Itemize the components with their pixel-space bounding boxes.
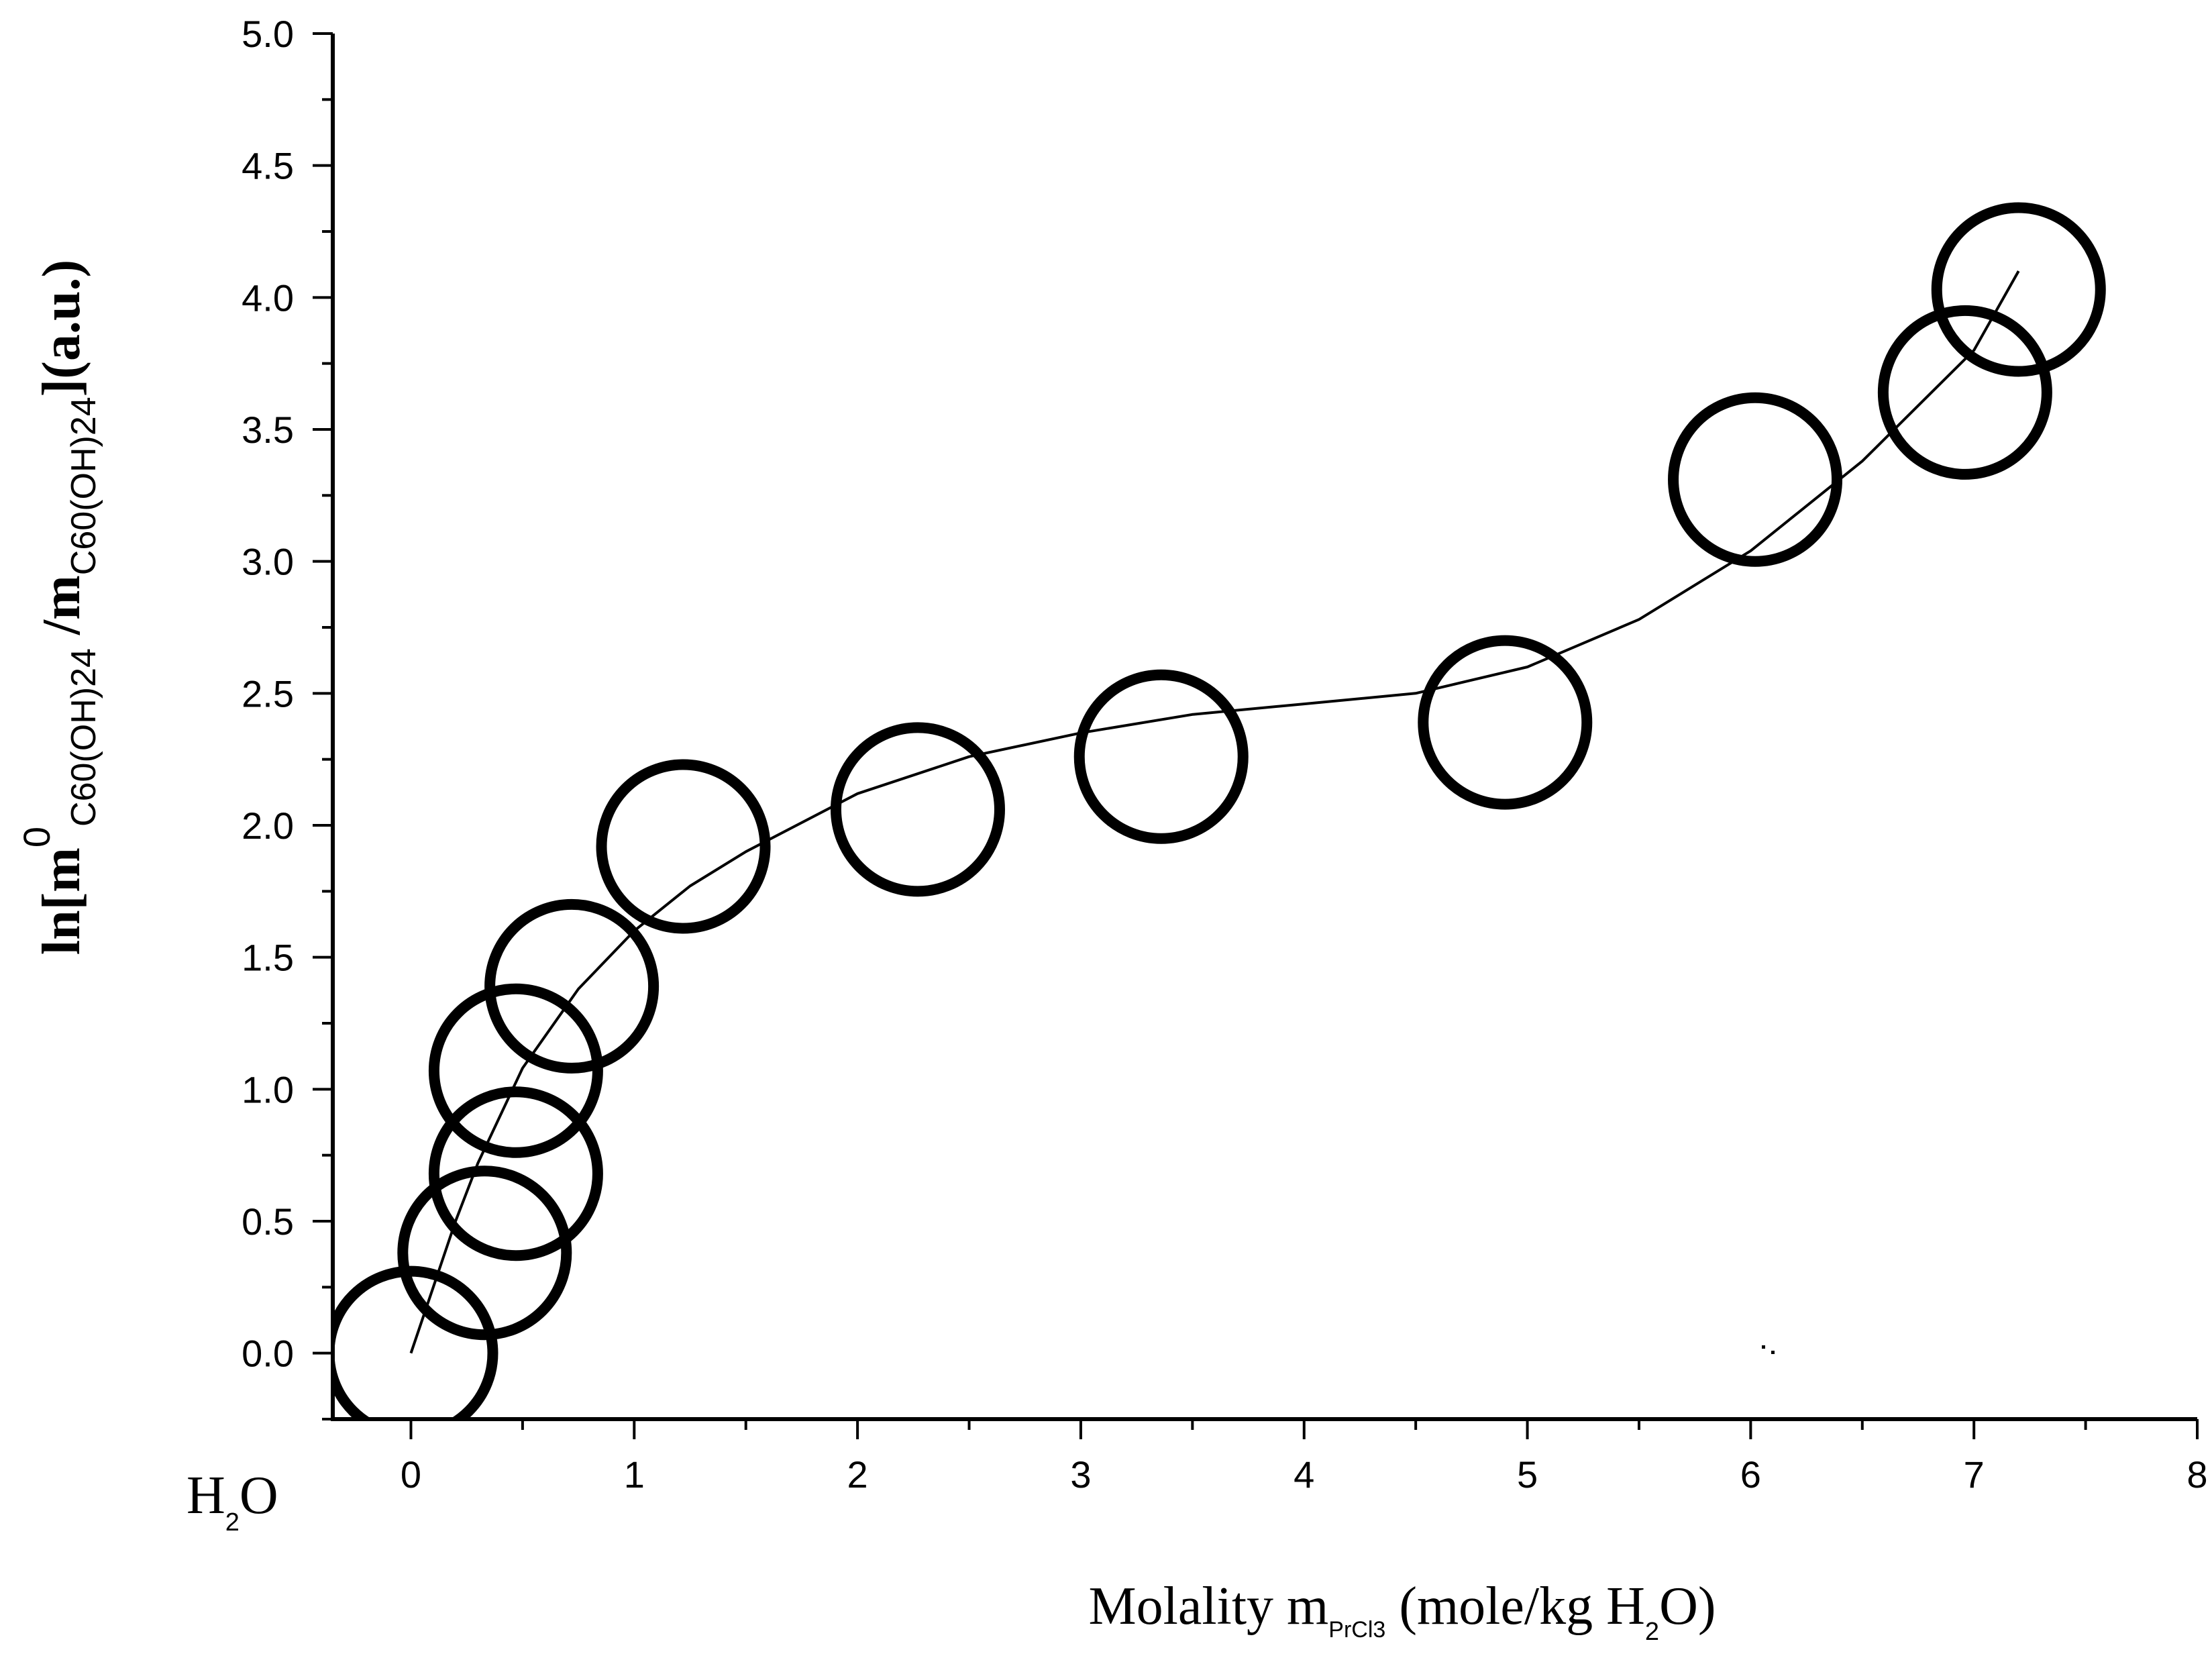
x-axis-title: Molality mPrCl3 (mole/kg H2O)	[1089, 1577, 1716, 1646]
data-point-marker	[596, 759, 771, 934]
data-point-marker	[1668, 392, 1843, 567]
y-tick-label: 4.0	[242, 276, 294, 319]
data-point-marker	[397, 1165, 572, 1341]
plot-area	[333, 202, 2106, 1419]
data-point-marker	[333, 1265, 498, 1419]
speck-mark	[1762, 1345, 1775, 1354]
x-axis-title-post: O)	[1659, 1577, 1716, 1636]
x-tick-label: 7	[1964, 1453, 1985, 1496]
data-point-marker	[1931, 202, 2106, 377]
y-axis-title-p3: ](a.u.)	[32, 260, 91, 397]
x-axis-title-pre: Molality m	[1089, 1577, 1329, 1636]
x-tick-label: 1	[624, 1453, 645, 1496]
data-point-marker	[428, 1086, 603, 1261]
x-tick-label: 2	[847, 1453, 868, 1496]
y-tick-label: 0.5	[242, 1200, 294, 1243]
x-tick-label: 6	[1740, 1453, 1761, 1496]
x-tick-label: 5	[1517, 1453, 1538, 1496]
y-axis-title-p1: ln[m	[32, 847, 91, 955]
x-tick-label: 3	[1070, 1453, 1091, 1496]
y-tick-label: 3.0	[242, 541, 294, 583]
ticks: 0.0 0.5 1.0 1.5 2.0 2.5 3.0 3.5 4.0 4.5 5.0 0 1 2 3 4 5 6…	[242, 13, 2207, 1496]
y-tick-label: 1.5	[242, 937, 294, 979]
data-point-marker	[428, 983, 603, 1158]
data-point-marker	[1073, 669, 1249, 844]
y-tick-label: 5.0	[242, 13, 294, 55]
y-axis-title-sub1: C60(OH)24	[64, 648, 103, 827]
x-tick-label: 4	[1294, 1453, 1314, 1496]
x-axis-title-sub: PrCl3	[1328, 1617, 1385, 1643]
x-axis-start-label-main: H	[187, 1466, 225, 1525]
y-axis-title: ln[m0C60(OH)24 /mC60(OH)24](a.u.)	[15, 260, 103, 955]
x-tick-label: 8	[2187, 1453, 2207, 1496]
axes	[331, 34, 2197, 1421]
y-tick-label: 3.5	[242, 409, 294, 451]
x-axis-start-label: H2O	[187, 1466, 278, 1537]
y-tick-label: 2.5	[242, 672, 294, 715]
y-axis-title-p2: /m	[32, 575, 91, 648]
y-tick-label: 2.0	[242, 805, 294, 847]
data-point-marker	[484, 898, 660, 1074]
y-axis-title-sup: 0	[15, 827, 58, 847]
y-axis-title-sub2: C60(OH)24	[64, 397, 103, 575]
data-point-marker	[1877, 305, 2052, 480]
y-tick-label: 1.0	[242, 1068, 294, 1110]
fit-curve-line	[409, 270, 2020, 1354]
data-point-marker	[1418, 635, 1593, 810]
x-tick-label: 0	[401, 1453, 421, 1496]
data-point-marker	[830, 722, 1005, 897]
x-axis-title-mid: (mole/kg H	[1385, 1577, 1645, 1636]
x-axis-start-label-tail: O	[240, 1466, 278, 1525]
y-tick-label: 4.5	[242, 145, 294, 187]
x-axis-start-label-sub: 2	[225, 1508, 240, 1537]
x-axis-title-sub2: 2	[1645, 1618, 1659, 1646]
y-tick-label: 0.0	[242, 1333, 294, 1375]
